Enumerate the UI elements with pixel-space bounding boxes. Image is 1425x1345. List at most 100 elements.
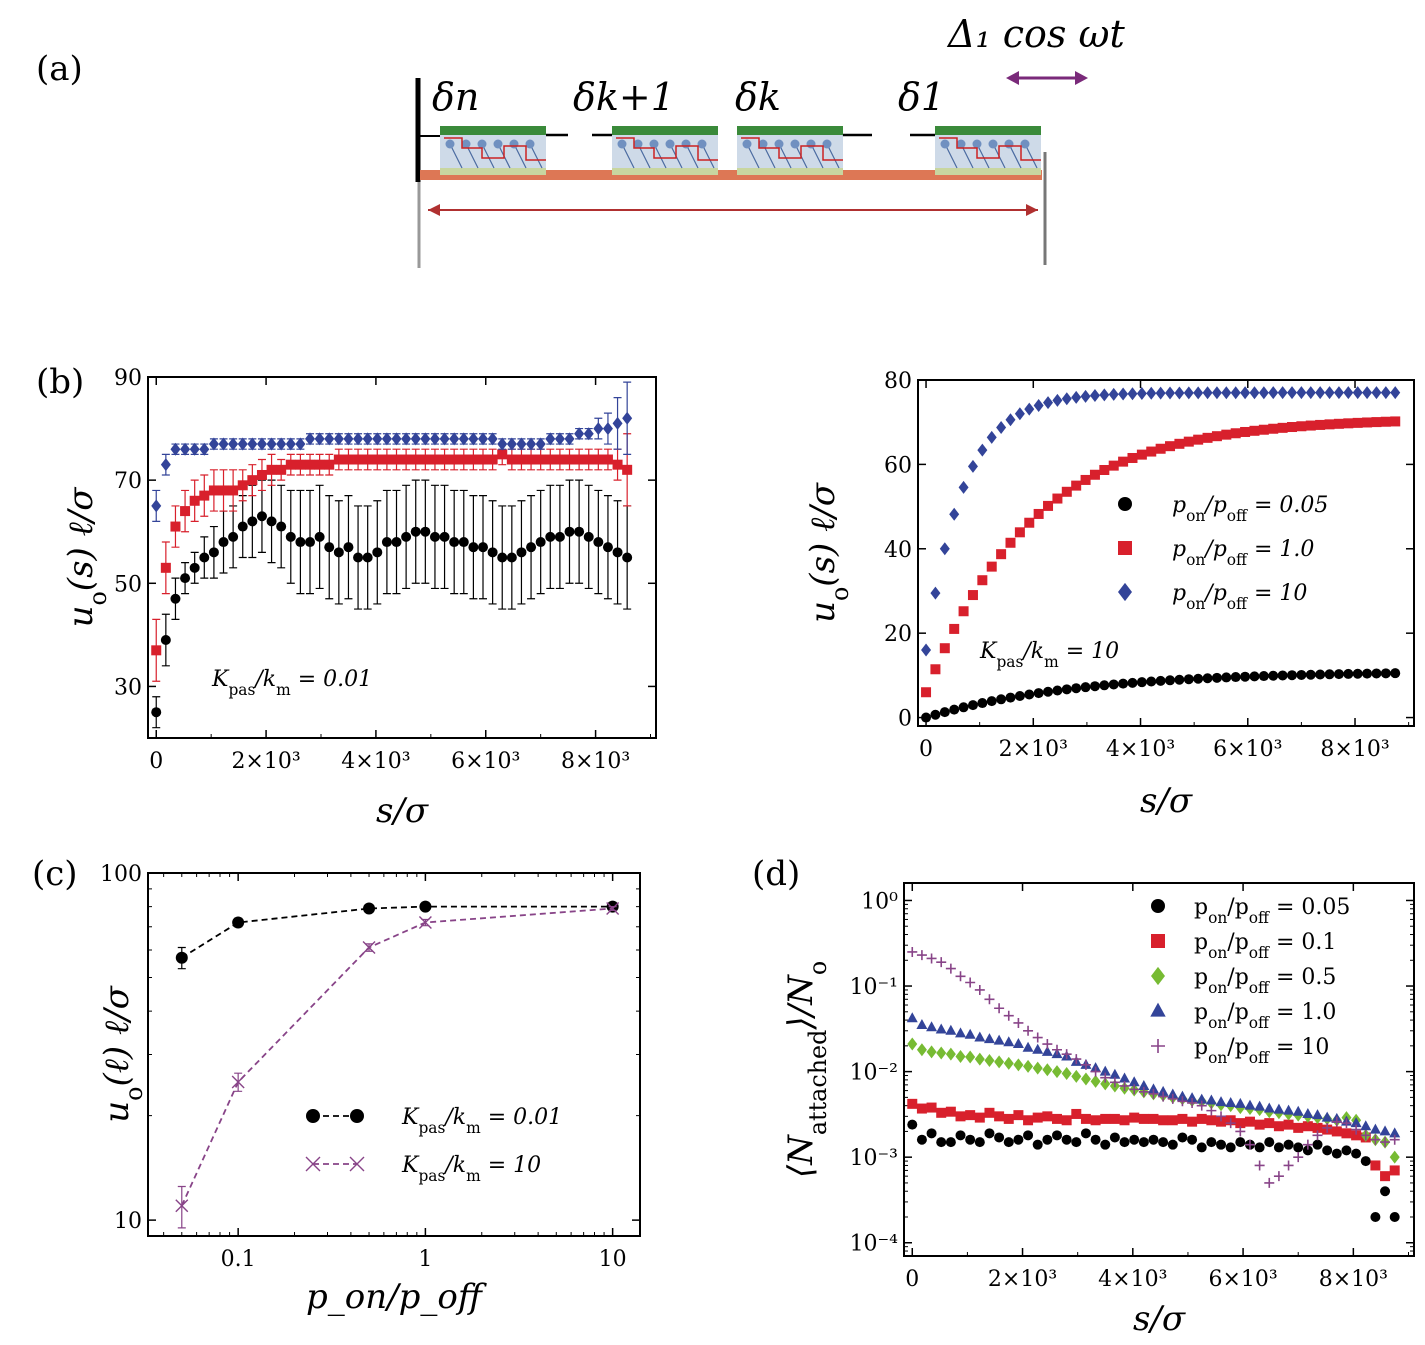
y-axis-label: ⟨Nattached⟩/No [781, 961, 832, 1178]
data-point [965, 1050, 976, 1064]
data-point [907, 1119, 918, 1130]
data-point [401, 432, 412, 446]
data-point [1165, 386, 1176, 400]
data-point [478, 542, 489, 553]
legend-marker [1150, 1002, 1166, 1017]
data-point [1177, 1096, 1188, 1107]
data-point [1080, 474, 1091, 485]
data-point [449, 454, 460, 465]
data-point [228, 531, 239, 542]
data-point [1127, 387, 1138, 401]
data-point [410, 454, 421, 465]
data-point [1305, 669, 1316, 680]
data-point [1293, 1152, 1304, 1163]
data-point [1216, 1116, 1227, 1127]
data-point [964, 1028, 976, 1039]
data-point [965, 977, 976, 988]
data-point [545, 454, 556, 465]
data-point [936, 1137, 947, 1148]
data-point [1187, 1116, 1198, 1127]
data-point [1118, 678, 1129, 689]
data-point [907, 1037, 918, 1051]
data-point [1205, 1094, 1217, 1105]
data-point [1061, 1115, 1072, 1126]
data-point [1343, 386, 1354, 400]
data-point [1108, 387, 1119, 401]
data-point [1136, 386, 1147, 400]
legend-marker [1118, 541, 1132, 555]
data-point [1206, 1115, 1217, 1126]
data-point [974, 1112, 985, 1123]
data-point [1389, 1134, 1400, 1145]
data-point [930, 586, 941, 600]
data-point [1202, 386, 1213, 400]
data-point [574, 427, 585, 441]
data-point [1042, 1134, 1053, 1145]
data-point [958, 606, 969, 617]
data-point [1052, 1065, 1062, 1079]
data-point [1089, 681, 1100, 692]
data-point [1052, 1113, 1062, 1124]
data-point [906, 1012, 918, 1023]
motor-head [477, 139, 487, 149]
data-point [1312, 1109, 1324, 1120]
data-point [218, 485, 229, 496]
data-point [1003, 1113, 1014, 1124]
data-point [1100, 1077, 1111, 1091]
data-point [574, 526, 585, 537]
data-point [1371, 386, 1382, 400]
data-point [285, 437, 296, 451]
data-point [487, 454, 498, 465]
data-point [1014, 527, 1025, 538]
legend-label-sub: off [1227, 551, 1248, 569]
data-point [381, 537, 392, 548]
data-point [1024, 402, 1035, 416]
data-point [1333, 669, 1344, 680]
legend-marker [1118, 582, 1132, 602]
data-point [1119, 1072, 1131, 1083]
data-point [487, 547, 498, 558]
data-point [180, 442, 191, 456]
x-tick-label: 6×10³ [1213, 737, 1282, 762]
data-point [1230, 386, 1241, 400]
data-point [1352, 417, 1363, 428]
data-point [276, 464, 287, 475]
legend-label-sub: off [1249, 944, 1270, 962]
data-point [1273, 1142, 1284, 1153]
y-tick-label: 10 [114, 1209, 142, 1234]
data-point [1013, 1110, 1024, 1121]
legend-label-sub: pas [418, 1167, 445, 1185]
legend-label-part: /p [1227, 1035, 1249, 1060]
data-point [1206, 1105, 1217, 1116]
data-point [247, 437, 258, 451]
motor-head [461, 139, 471, 149]
data-point [916, 1134, 927, 1145]
legend-marker [1151, 966, 1165, 986]
data-point [945, 1024, 957, 1035]
data-point [1216, 1111, 1227, 1122]
data-point [1296, 386, 1307, 400]
data-point [237, 521, 248, 532]
data-point [1380, 1171, 1391, 1182]
legend-marker [1151, 1039, 1165, 1053]
data-point [391, 432, 402, 446]
data-point [1371, 417, 1382, 428]
y-tick-label: 100 [100, 862, 142, 887]
data-point [175, 1199, 189, 1213]
data-point [1052, 493, 1063, 504]
data-point [974, 984, 985, 995]
data-point [1061, 392, 1072, 406]
motor-unit [612, 126, 718, 175]
motor-head [742, 139, 752, 149]
data-point [419, 900, 432, 913]
data-point [362, 432, 373, 446]
series-p-on-p-off-0-05 [907, 1119, 1400, 1222]
x-tick-label: 0 [905, 1267, 919, 1292]
data-point [1071, 683, 1082, 694]
data-point [1283, 1160, 1294, 1171]
y-tick-label: 10⁻⁴ [850, 1232, 899, 1257]
data-point [285, 531, 296, 542]
data-point [1221, 429, 1232, 440]
legend-marker [1151, 934, 1165, 948]
legend-label-part: = 0.01 [481, 1105, 562, 1130]
